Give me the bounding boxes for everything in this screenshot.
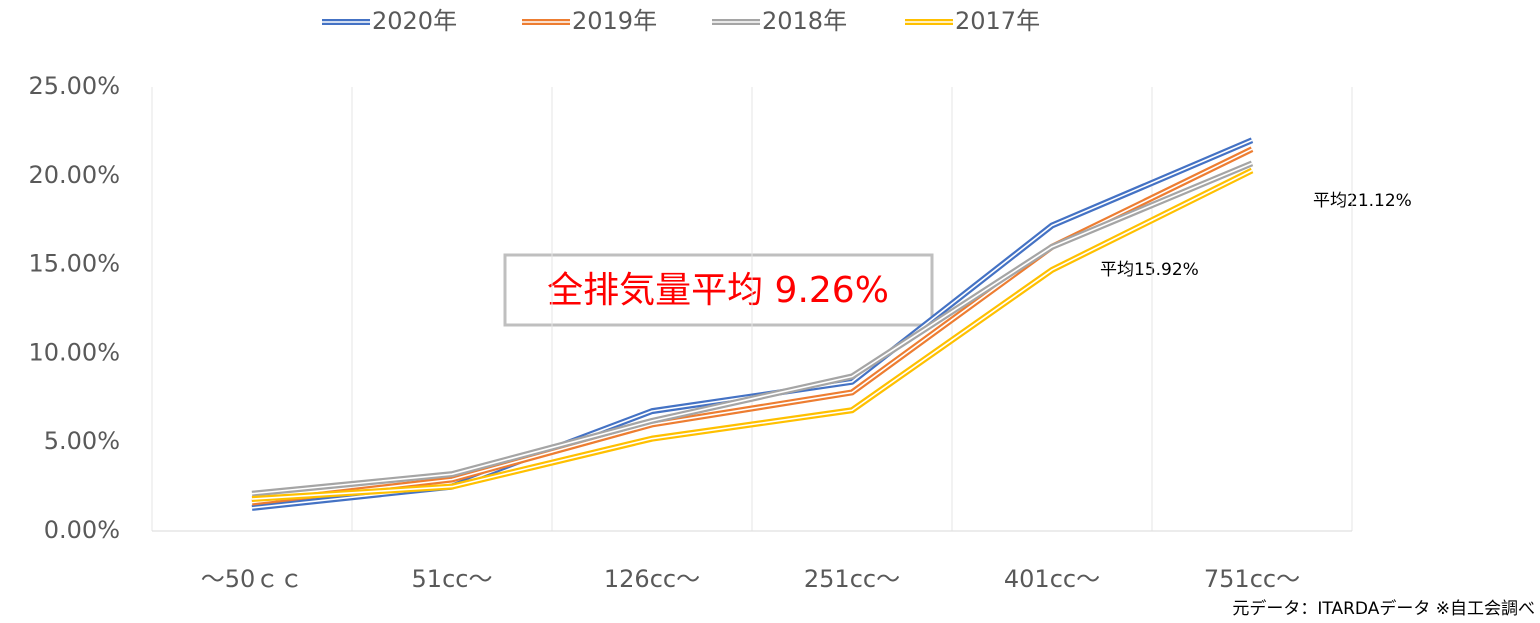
x-tick-label: 51cc～	[412, 565, 493, 593]
x-tick-label: 251cc～	[804, 565, 900, 593]
y-tick-label: 20.00%	[28, 161, 120, 189]
series-line-highlight	[251, 169, 1253, 500]
y-tick-label: 5.00%	[44, 427, 120, 455]
legend-label: 2019年	[572, 7, 657, 35]
y-tick-label: 15.00%	[28, 250, 120, 278]
y-tick-label: 10.00%	[28, 338, 120, 366]
annotation: 全排気量平均 9.26%	[547, 270, 889, 311]
x-tick-label: ～50ｃｃ	[201, 565, 304, 593]
source-note: 元データ：ITARDAデータ ※自工会調べ	[1232, 598, 1535, 619]
x-tick-label: 126cc～	[604, 565, 700, 593]
y-tick-label: 0.00%	[44, 516, 120, 544]
legend-label: 2020年	[372, 7, 457, 35]
annotation: 平均21.12%	[1313, 191, 1412, 211]
annotation-box	[503, 253, 934, 327]
legend-label: 2017年	[955, 7, 1040, 35]
x-tick-label: 401cc～	[1004, 565, 1100, 593]
x-tick-label: 751cc～	[1204, 565, 1300, 593]
legend-label: 2018年	[762, 7, 847, 35]
series-line-highlight	[251, 162, 1253, 495]
annotation: 平均15.92%	[1100, 260, 1199, 280]
y-tick-label: 25.00%	[28, 72, 120, 100]
